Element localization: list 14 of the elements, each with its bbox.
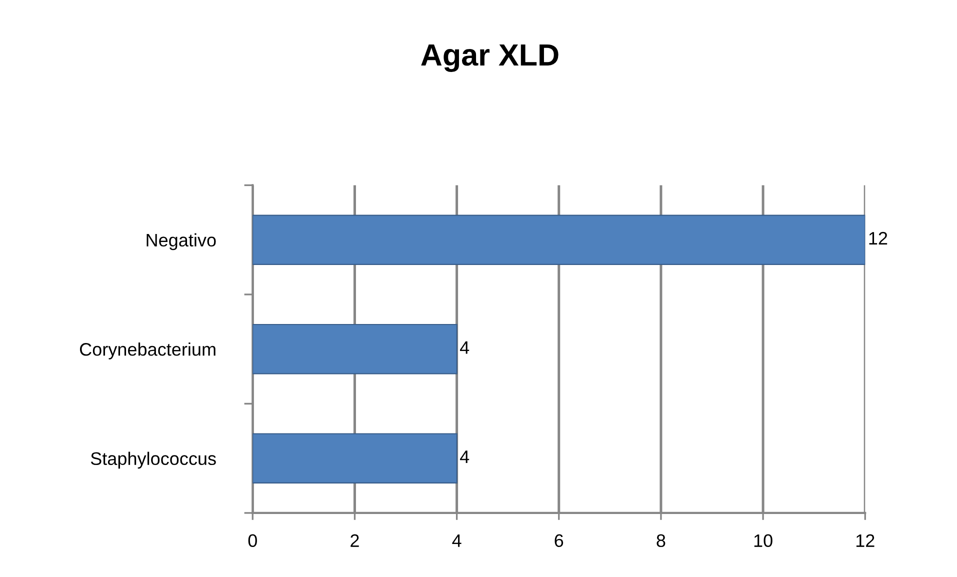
y-tick-label: Staphylococcus [90, 452, 216, 469]
x-tick-label: 6 [554, 534, 564, 548]
x-tick-label: 12 [856, 534, 874, 547]
data-label: 12 [869, 232, 888, 245]
data-label: 4 [460, 341, 470, 354]
x-tick-label: 2 [350, 534, 359, 547]
x-tick-label: 10 [754, 534, 772, 548]
y-tick-label: Corynebacterium [80, 342, 216, 360]
chart-title: Agar XLD [421, 44, 558, 72]
x-tick-label: 4 [452, 534, 462, 547]
y-tick-label: Negativo [146, 233, 216, 250]
data-label: 4 [460, 450, 470, 463]
x-tick-label: 0 [248, 534, 257, 548]
x-tick-label: 8 [656, 534, 666, 548]
